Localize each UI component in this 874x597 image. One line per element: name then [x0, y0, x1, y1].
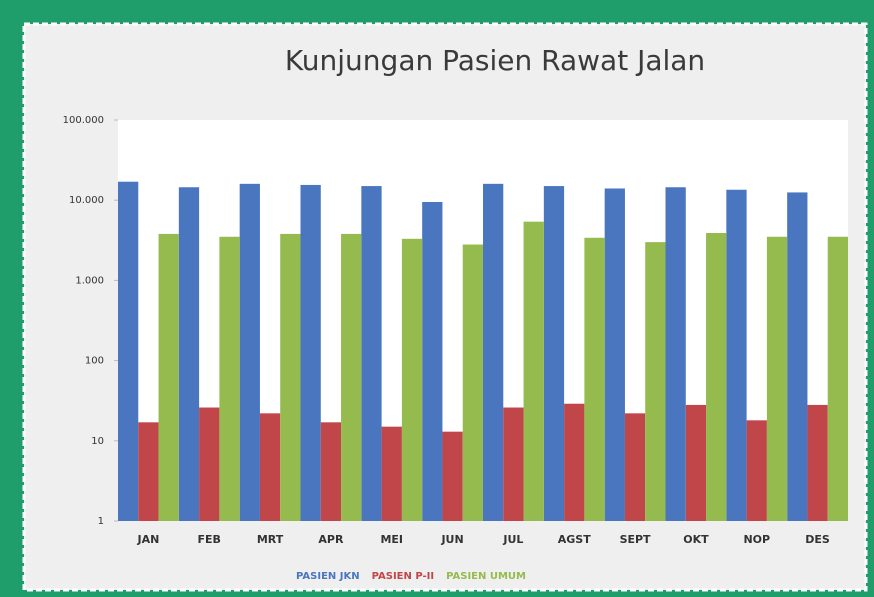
x-tick-label: APR: [318, 533, 344, 546]
bar: [280, 233, 301, 521]
y-tick-label: 1: [98, 516, 104, 527]
bar: [300, 184, 321, 521]
y-tick-label: 10.000: [69, 195, 104, 206]
bar: [827, 236, 848, 521]
bar: [665, 187, 686, 521]
legend-entry: PASIEN JKN: [296, 571, 360, 582]
x-tick-label: DES: [805, 533, 830, 546]
bar: [604, 188, 625, 521]
bar: [381, 426, 402, 521]
bar: [746, 420, 767, 521]
bar: [361, 186, 382, 521]
bar: [401, 238, 423, 521]
bar: [118, 181, 139, 521]
bar: [523, 221, 544, 521]
bar: [320, 422, 342, 521]
bar: [807, 404, 828, 521]
x-tick-label: OKT: [683, 533, 709, 546]
x-tick-label: MEI: [380, 533, 403, 546]
x-tick-label: NOP: [743, 533, 770, 546]
bar: [685, 404, 707, 521]
y-tick-label: 1.000: [75, 275, 104, 286]
x-tick-label: JUN: [440, 533, 463, 546]
x-tick-label: FEB: [198, 533, 221, 546]
bar: [483, 183, 504, 521]
bar: [259, 413, 281, 521]
chart-title: Kunjungan Pasien Rawat Jalan: [285, 44, 705, 77]
x-tick-label: MRT: [257, 533, 284, 546]
x-tick-label: JAN: [137, 533, 160, 546]
x-tick-label: SEPT: [620, 533, 651, 546]
bar: [138, 422, 159, 521]
legend-entry: PASIEN UMUM: [446, 571, 526, 582]
bar: [158, 233, 179, 521]
y-tick-label: 100: [85, 356, 104, 367]
bar: [543, 186, 565, 521]
bar: [219, 236, 240, 521]
bar: [503, 407, 524, 521]
bar: [584, 237, 605, 521]
y-tick-label: 10: [91, 436, 104, 447]
bar: [422, 201, 443, 521]
bar: [787, 192, 808, 522]
legend-entry: PASIEN P-II: [372, 571, 435, 582]
x-tick-label: AGST: [558, 533, 591, 546]
bar: [624, 413, 646, 521]
bar: [564, 403, 585, 521]
bar: [462, 244, 483, 521]
bar: [706, 232, 727, 521]
bar: [726, 189, 747, 521]
bar: [442, 431, 463, 521]
bar: [239, 183, 260, 521]
bar: [341, 233, 362, 521]
bar: [645, 242, 666, 521]
y-tick-label: 100.000: [63, 115, 104, 126]
bar: [199, 407, 220, 521]
bar: [178, 187, 200, 521]
bar: [766, 236, 788, 521]
x-tick-label: JUL: [502, 533, 523, 546]
